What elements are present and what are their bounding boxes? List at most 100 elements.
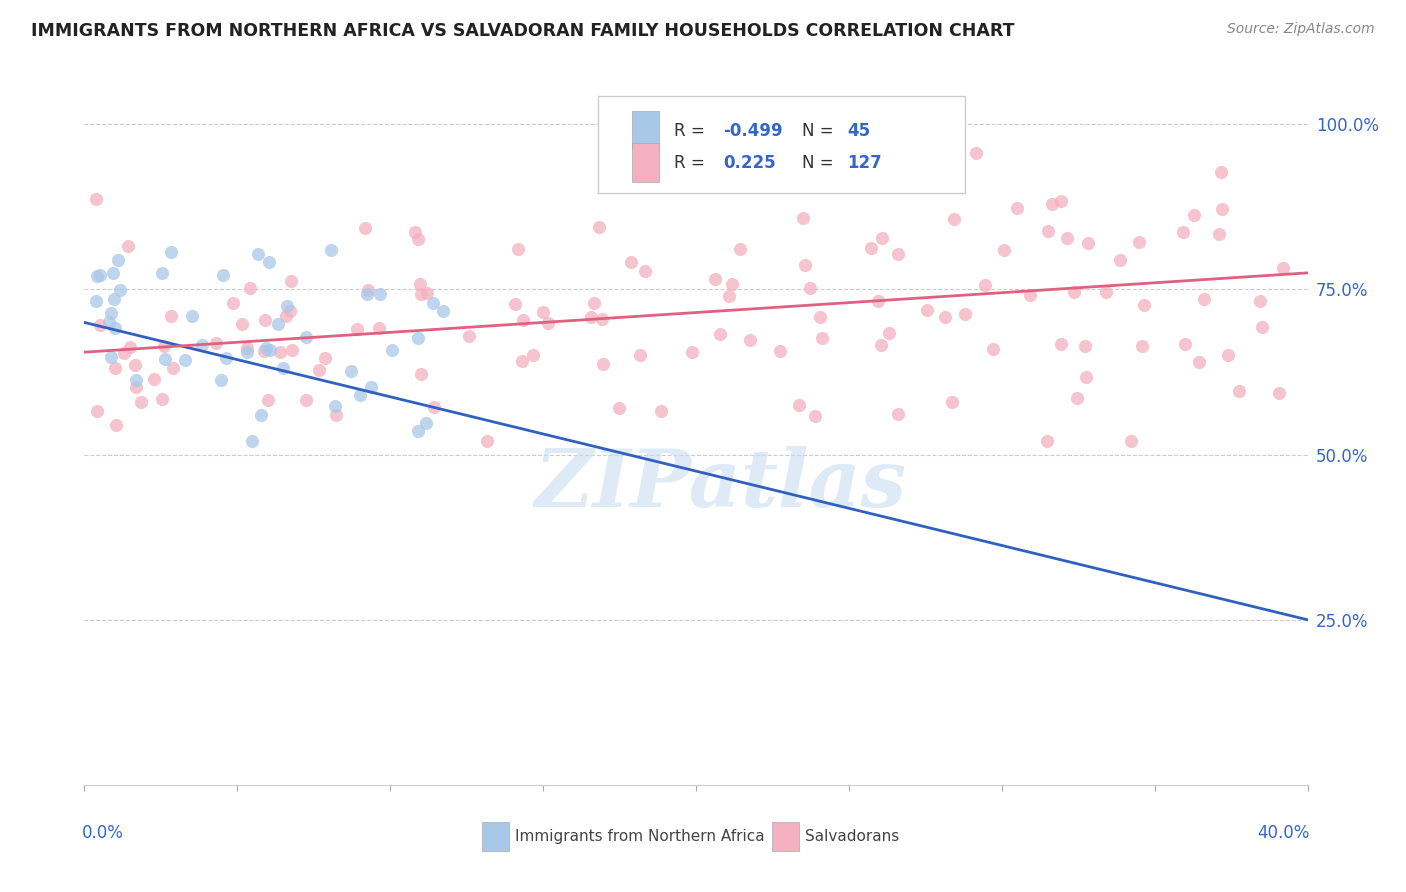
- Point: [432, 304, 454, 318]
- Point: [295, 393, 318, 408]
- Point: [415, 416, 437, 430]
- Point: [253, 344, 276, 359]
- Point: [1066, 391, 1088, 405]
- Point: [381, 343, 404, 357]
- Point: [354, 220, 377, 235]
- Point: [409, 277, 432, 291]
- Point: [104, 360, 127, 375]
- Point: [190, 338, 212, 352]
- Point: [98, 314, 121, 328]
- Point: [1074, 370, 1097, 384]
- Point: [124, 358, 146, 372]
- Point: [107, 252, 129, 267]
- Point: [84, 192, 107, 206]
- Point: [1049, 194, 1071, 208]
- Point: [728, 242, 751, 256]
- Point: [256, 392, 278, 407]
- Point: [367, 320, 389, 334]
- Point: [368, 287, 391, 301]
- Point: [231, 317, 253, 331]
- Point: [1095, 285, 1118, 299]
- Point: [246, 247, 269, 261]
- Point: [86, 404, 108, 418]
- Text: 127: 127: [848, 153, 883, 171]
- Point: [162, 360, 184, 375]
- Point: [325, 408, 347, 422]
- Point: [808, 310, 831, 324]
- Point: [1049, 337, 1071, 351]
- Point: [506, 242, 529, 256]
- Point: [110, 284, 132, 298]
- Point: [236, 344, 259, 359]
- Point: [120, 340, 142, 354]
- Point: [811, 331, 834, 345]
- Point: [100, 305, 122, 319]
- Point: [1128, 235, 1150, 249]
- Point: [510, 354, 533, 368]
- Point: [276, 299, 298, 313]
- Point: [295, 330, 318, 344]
- Point: [269, 344, 291, 359]
- Point: [238, 281, 260, 295]
- Point: [406, 232, 429, 246]
- Point: [254, 341, 277, 355]
- Point: [887, 247, 910, 261]
- Point: [1109, 252, 1132, 267]
- Bar: [633, 143, 659, 182]
- Point: [1209, 165, 1232, 179]
- Point: [349, 388, 371, 402]
- Point: [634, 264, 657, 278]
- Point: [280, 343, 302, 358]
- Point: [915, 303, 938, 318]
- Point: [1192, 292, 1215, 306]
- Point: [799, 281, 821, 295]
- Point: [1267, 386, 1289, 401]
- Point: [89, 268, 111, 283]
- Point: [236, 342, 259, 356]
- Point: [357, 283, 380, 297]
- Point: [1227, 384, 1250, 398]
- Text: ZIPatlas: ZIPatlas: [534, 447, 907, 524]
- Point: [537, 316, 560, 330]
- Point: [1216, 348, 1239, 362]
- Point: [1171, 226, 1194, 240]
- Point: [222, 296, 245, 310]
- Point: [181, 309, 204, 323]
- Bar: [772, 822, 799, 851]
- Point: [1074, 338, 1097, 352]
- Point: [1132, 339, 1154, 353]
- Point: [870, 337, 893, 351]
- Point: [1005, 201, 1028, 215]
- Point: [356, 287, 378, 301]
- Point: [1036, 434, 1059, 449]
- Point: [360, 379, 382, 393]
- Point: [704, 272, 727, 286]
- Point: [794, 258, 817, 272]
- Point: [1019, 288, 1042, 302]
- Text: N =: N =: [803, 153, 839, 171]
- Point: [280, 274, 302, 288]
- Point: [769, 344, 792, 359]
- Point: [339, 364, 361, 378]
- Point: [458, 329, 481, 343]
- Point: [89, 318, 111, 333]
- Point: [721, 277, 744, 292]
- Bar: [482, 822, 509, 851]
- Point: [579, 310, 602, 325]
- Point: [86, 293, 108, 308]
- Point: [278, 304, 301, 318]
- Point: [267, 317, 290, 331]
- Point: [105, 418, 128, 433]
- Point: [153, 352, 176, 367]
- Point: [1208, 227, 1230, 241]
- Point: [531, 305, 554, 319]
- Point: [404, 225, 426, 239]
- Bar: [633, 111, 659, 150]
- Point: [1063, 285, 1085, 299]
- Point: [1036, 224, 1059, 238]
- Point: [406, 424, 429, 438]
- Point: [215, 351, 238, 365]
- Point: [153, 339, 176, 353]
- Point: [522, 348, 544, 362]
- Point: [253, 313, 276, 327]
